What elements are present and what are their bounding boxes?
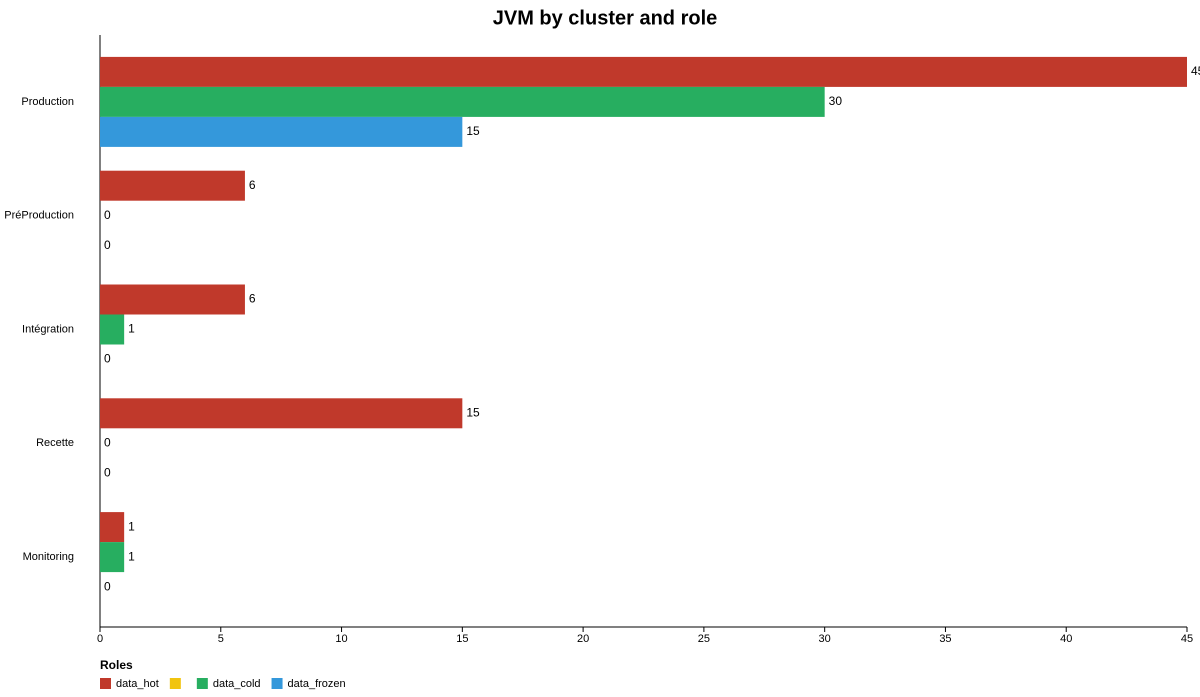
legend-swatch xyxy=(100,678,111,689)
x-tick-label: 25 xyxy=(698,633,710,645)
y-tick-label: PréProduction xyxy=(4,210,74,222)
bar xyxy=(100,86,825,117)
y-tick-label: Recette xyxy=(36,437,74,449)
x-tick-label: 45 xyxy=(1181,633,1193,645)
value-label: 15 xyxy=(466,405,480,419)
bar xyxy=(100,398,463,429)
value-label: 15 xyxy=(466,124,480,138)
value-label: 1 xyxy=(128,322,135,336)
value-label: 1 xyxy=(128,519,135,533)
bar xyxy=(100,542,125,573)
bar xyxy=(100,170,245,201)
x-tick-label: 35 xyxy=(939,633,951,645)
y-tick-label: Production xyxy=(21,96,74,108)
x-tick-label: 5 xyxy=(218,633,224,645)
bar xyxy=(100,116,463,147)
x-tick-label: 10 xyxy=(335,633,347,645)
bar xyxy=(100,284,245,315)
legend-label: data_cold xyxy=(213,678,261,690)
x-tick-label: 20 xyxy=(577,633,589,645)
legend-swatch xyxy=(271,678,283,689)
legend-swatch xyxy=(196,678,208,689)
x-tick-label: 40 xyxy=(1060,633,1072,645)
bar xyxy=(100,56,1187,87)
x-tick-label: 15 xyxy=(456,633,468,645)
chart-title: JVM by cluster and role xyxy=(493,7,718,29)
y-tick-label: Intégration xyxy=(22,323,74,335)
legend-label: data_frozen xyxy=(288,678,346,690)
value-label: 0 xyxy=(104,352,111,366)
x-tick-label: 30 xyxy=(819,633,831,645)
value-label: 0 xyxy=(104,435,111,449)
value-label: 6 xyxy=(249,292,256,306)
value-label: 6 xyxy=(249,178,256,192)
legend-title: Roles xyxy=(100,658,133,672)
legend-swatch xyxy=(169,678,181,689)
x-tick-label: 0 xyxy=(97,633,103,645)
value-label: 0 xyxy=(104,238,111,252)
value-label: 1 xyxy=(128,549,135,563)
bar xyxy=(100,314,125,345)
value-label: 0 xyxy=(104,208,111,222)
value-label: 45 xyxy=(1191,64,1200,78)
value-label: 0 xyxy=(104,465,111,479)
value-label: 30 xyxy=(829,94,843,108)
bar xyxy=(100,512,125,543)
legend-label: data_hot xyxy=(116,678,159,690)
y-tick-label: Monitoring xyxy=(23,551,74,563)
value-label: 0 xyxy=(104,579,111,593)
